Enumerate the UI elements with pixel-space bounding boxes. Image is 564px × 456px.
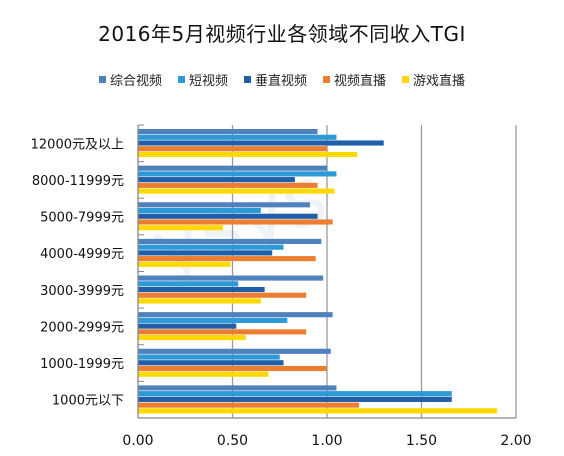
bar [138,177,295,183]
legend-item: 游戏直播 [402,70,465,89]
legend-label: 综合视频 [109,74,162,89]
legend: 综合视频 短视频 垂直视频 视频直播 游戏直播 [0,70,564,89]
bar [138,371,269,377]
bar [138,165,327,171]
bar [138,261,231,267]
bar [138,385,337,391]
bar [138,292,307,298]
bar [138,250,273,256]
bar [138,140,384,146]
category-label: 3000-3999元 [40,284,124,299]
legend-item: 视频直播 [323,70,386,89]
bar [138,298,261,304]
bar [138,281,239,287]
bar [138,286,265,293]
legend-label: 游戏直播 [413,74,466,89]
bar [138,219,333,225]
bar [138,365,327,372]
legend-item: 垂直视频 [243,70,307,89]
bar [138,329,307,335]
bar [138,323,237,329]
bar [138,146,327,152]
legend-swatch [243,76,251,83]
legend-swatch [177,76,185,83]
legend-swatch [98,76,106,83]
bar [138,360,284,366]
bar [138,188,335,194]
bar [138,213,318,219]
legend-label: 垂直视频 [254,74,307,89]
category-label: 4000-4999元 [40,247,124,262]
bar [138,134,337,140]
bar [138,207,261,214]
category-label: 5000-7999元 [40,211,124,226]
x-tick-label: 1.00 [311,433,342,449]
bar [138,238,322,244]
bar [138,244,284,250]
legend-item: 短视频 [177,70,228,89]
bar [138,275,324,281]
bar [138,348,331,354]
chart-title: 2016年5月视频行业各领域不同收入TGI [98,22,466,46]
legend-label: 视频直播 [334,74,387,89]
bar [138,402,360,408]
bar [138,171,337,177]
bar [138,317,288,323]
bar [138,354,280,360]
x-tick-label: 0.00 [122,433,153,449]
category-label: 1000元以下 [52,394,124,409]
x-tick-label: 0.50 [217,433,248,449]
bar [138,396,452,402]
bar [138,256,316,262]
bar [138,408,498,414]
x-tick-label: 1.50 [406,433,437,449]
x-tick-label: 2.00 [500,433,531,449]
bar [138,129,318,135]
bar [138,151,358,158]
legend-label: 短视频 [188,74,228,89]
legend-item: 综合视频 [98,70,162,89]
bar [138,312,333,318]
bar [138,335,246,341]
category-label: 12000元及以上 [31,137,124,152]
bar [138,225,224,231]
bar [138,391,452,397]
category-label: 8000-11999元 [32,174,124,189]
category-label: 2000-2999元 [40,320,124,335]
legend-swatch [323,76,330,83]
bar [138,202,310,208]
category-label: 1000-1999元 [40,357,124,372]
bar [138,182,318,188]
legend-swatch [402,76,410,83]
